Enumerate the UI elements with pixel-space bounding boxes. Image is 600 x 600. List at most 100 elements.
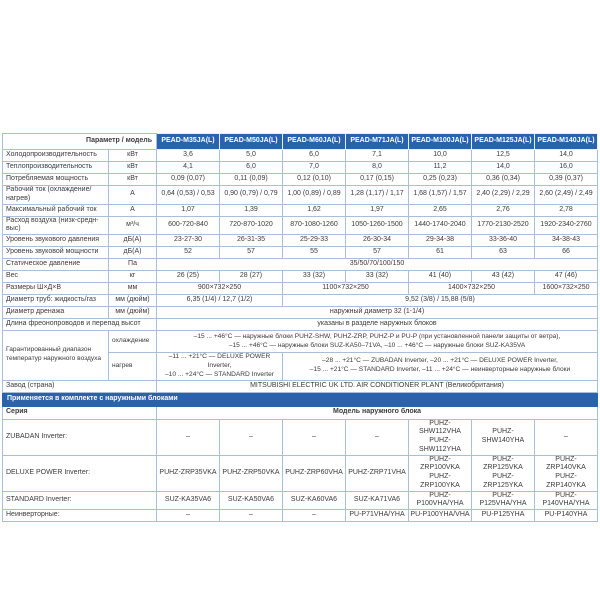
param-value: 52 <box>156 246 220 259</box>
param-value: 1100×732×250 <box>282 282 409 295</box>
table-row: Размеры Ш×Д×В мм 900×732×250 1100×732×250 14… <box>2 282 598 295</box>
outdoor-model-cell: SUZ-KA50VA6 <box>219 490 283 511</box>
param-value: 16,0 <box>534 161 598 174</box>
param-value: 57 <box>345 246 409 259</box>
param-value: –11 ... +21°C — DELUXE POWER Inverter, –1… <box>156 352 283 381</box>
param-value: 0,90 (0,79) / 0,79 <box>219 185 283 205</box>
series-label: DELUXE POWER Inverter: <box>2 454 157 492</box>
param-value: 63 <box>471 246 535 259</box>
outdoor-model-cell: SUZ-KA60VA6 <box>282 490 346 511</box>
outdoor-model-header: Модель наружного блока <box>156 405 598 420</box>
param-value: 43 (42) <box>471 270 535 283</box>
param-unit: кВт <box>108 173 157 186</box>
param-value: 0,09 (0,07) <box>156 173 220 186</box>
param-value: 47 (46) <box>534 270 598 283</box>
section-banner: Применяется в комплекте с наружными блок… <box>2 391 598 407</box>
table-row: Длина фреонопроводов и перепад высот указ… <box>2 318 598 331</box>
param-label: Гарантированный диапазон температур нару… <box>2 330 109 381</box>
param-label: Максимальный рабочий ток <box>2 203 109 217</box>
outdoor-model-cell: PU-P71VHA/YHA <box>345 509 409 523</box>
param-value: 600-720-840 <box>156 215 220 235</box>
outdoor-model-cell: SUZ-KA35VA6 <box>156 490 220 511</box>
param-label: Уровень звукового давления <box>2 234 109 247</box>
outdoor-model-cell: PUHZ-ZRP35VKA <box>156 454 220 492</box>
model-column-header: PEAD-M60JA(L) <box>282 133 346 150</box>
table-row: Расход воздуха (низк-средн-выс) м³/ч 600-7… <box>2 215 598 235</box>
param-value: 12,5 <box>471 149 535 162</box>
param-value: 0,25 (0,23) <box>408 173 472 186</box>
param-value: 0,39 (0,37) <box>534 173 598 186</box>
outdoor-model-cell: PUHZ-ZRP125VKA PUHZ-ZRP125YKA <box>471 454 535 492</box>
table-row: STANDARD Inverter: SUZ-KA35VA6 SUZ-KA50VA6… <box>2 490 598 511</box>
table-row: Вес кг 26 (25) 28 (27) 33 (32) 33 (32) 41 (40)… <box>2 270 598 283</box>
param-unit: дБ(А) <box>108 246 157 259</box>
table-row: Гарантированный диапазон температур нару… <box>2 330 598 381</box>
param-value: 1400×732×250 <box>408 282 535 295</box>
series-column-header: Серия <box>2 405 157 420</box>
param-value: 10,0 <box>408 149 472 162</box>
param-value: 6,0 <box>219 161 283 174</box>
table-row: Применяется в комплекте с наружными блок… <box>2 391 598 407</box>
param-value: 720-870-1020 <box>219 215 283 235</box>
table-row: Уровень звуковой мощности дБ(А) 52 57 55 57 61… <box>2 246 598 259</box>
param-value: 8,0 <box>345 161 409 174</box>
outdoor-model-cell: PUHZ-P140VHA/YHA <box>534 490 598 511</box>
param-value: наружный диаметр 32 (1-1/4) <box>156 306 598 319</box>
outdoor-model-cell: PU-P125YHA <box>471 509 535 523</box>
param-value: 0,64 (0,53) / 0,53 <box>156 185 220 205</box>
outdoor-model-cell: PUHZ-ZRP50VKA <box>219 454 283 492</box>
param-label: Длина фреонопроводов и перепад высот <box>2 318 157 331</box>
param-value: 5,0 <box>219 149 283 162</box>
param-value: 1770-2130-2520 <box>471 215 535 235</box>
table-row: Теплопроизводительность кВт 4,1 6,0 7,0 8,0 11… <box>2 161 598 174</box>
outdoor-model-cell: – <box>282 418 346 456</box>
param-unit: А <box>108 185 157 205</box>
param-label: Расход воздуха (низк-средн-выс) <box>2 215 109 235</box>
table-row: ZUBADAN Inverter: – – – – PUHZ-SHW112VHA PUHZ-… <box>2 418 598 456</box>
param-value: 29-34-38 <box>408 234 472 247</box>
param-label: Холодопроизводительность <box>2 149 109 162</box>
param-value: 1920-2340-2760 <box>534 215 598 235</box>
outdoor-model-cell: – <box>156 509 220 523</box>
table-row: Потребляемая мощность кВт 0,09 (0,07) 0,11 … <box>2 173 598 186</box>
outdoor-model-cell: – <box>534 418 598 456</box>
outdoor-model-cell: PU-P140YHA <box>534 509 598 523</box>
param-value: 7,0 <box>282 161 346 174</box>
param-value: 4,1 <box>156 161 220 174</box>
param-label: Диаметр дренажа <box>2 306 109 319</box>
param-value: 1,28 (1,17) / 1,17 <box>345 185 409 205</box>
series-label: ZUBADAN Inverter: <box>2 418 157 456</box>
param-value: 2,65 <box>408 203 472 217</box>
param-value: 0,12 (0,10) <box>282 173 346 186</box>
param-value: 1,39 <box>219 203 283 217</box>
outdoor-model-cell: – <box>156 418 220 456</box>
table-row: нагрев –11 ... +21°C — DELUXE POWER Inver… <box>3 352 598 381</box>
param-value: 2,60 (2,49) / 2,49 <box>534 185 598 205</box>
param-unit: мм (дюйм) <box>108 306 157 319</box>
outdoor-model-cell: SUZ-KA71VA6 <box>345 490 409 511</box>
model-column-header: PEAD-M125JA(L) <box>471 133 535 150</box>
param-label: Уровень звуковой мощности <box>2 246 109 259</box>
param-value: 6,0 <box>282 149 346 162</box>
model-column-header: PEAD-M71JA(L) <box>345 133 409 150</box>
spec-table-container: Параметр / модель PEAD-M35JA(L) PEAD-M50JA… <box>2 133 598 523</box>
param-value: 14,0 <box>471 161 535 174</box>
model-column-header: PEAD-M50JA(L) <box>219 133 283 150</box>
outdoor-model-cell: PUHZ-SHW140YHA <box>471 418 535 456</box>
param-value: 2,40 (2,29) / 2,29 <box>471 185 535 205</box>
model-column-header: PEAD-M35JA(L) <box>156 133 220 150</box>
param-value: 33 (32) <box>282 270 346 283</box>
param-label: Рабочий ток (охлаждение/нагрев) <box>2 185 109 205</box>
param-unit: кг <box>108 270 157 283</box>
param-value: –28 ... +21°C — ZUBADAN Inverter, –20 ..… <box>282 352 598 381</box>
param-label: Статическое давление <box>2 258 109 271</box>
param-unit: дБ(А) <box>108 234 157 247</box>
param-value: 11,2 <box>408 161 472 174</box>
param-label: Потребляемая мощность <box>2 173 109 186</box>
outdoor-model-cell: – <box>345 418 409 456</box>
param-value: 28 (27) <box>219 270 283 283</box>
param-unit: мм <box>108 282 157 295</box>
param-value: 33 (32) <box>345 270 409 283</box>
table-row: DELUXE POWER Inverter: PUHZ-ZRP35VKA PUHZ-… <box>2 454 598 492</box>
param-value: 61 <box>408 246 472 259</box>
